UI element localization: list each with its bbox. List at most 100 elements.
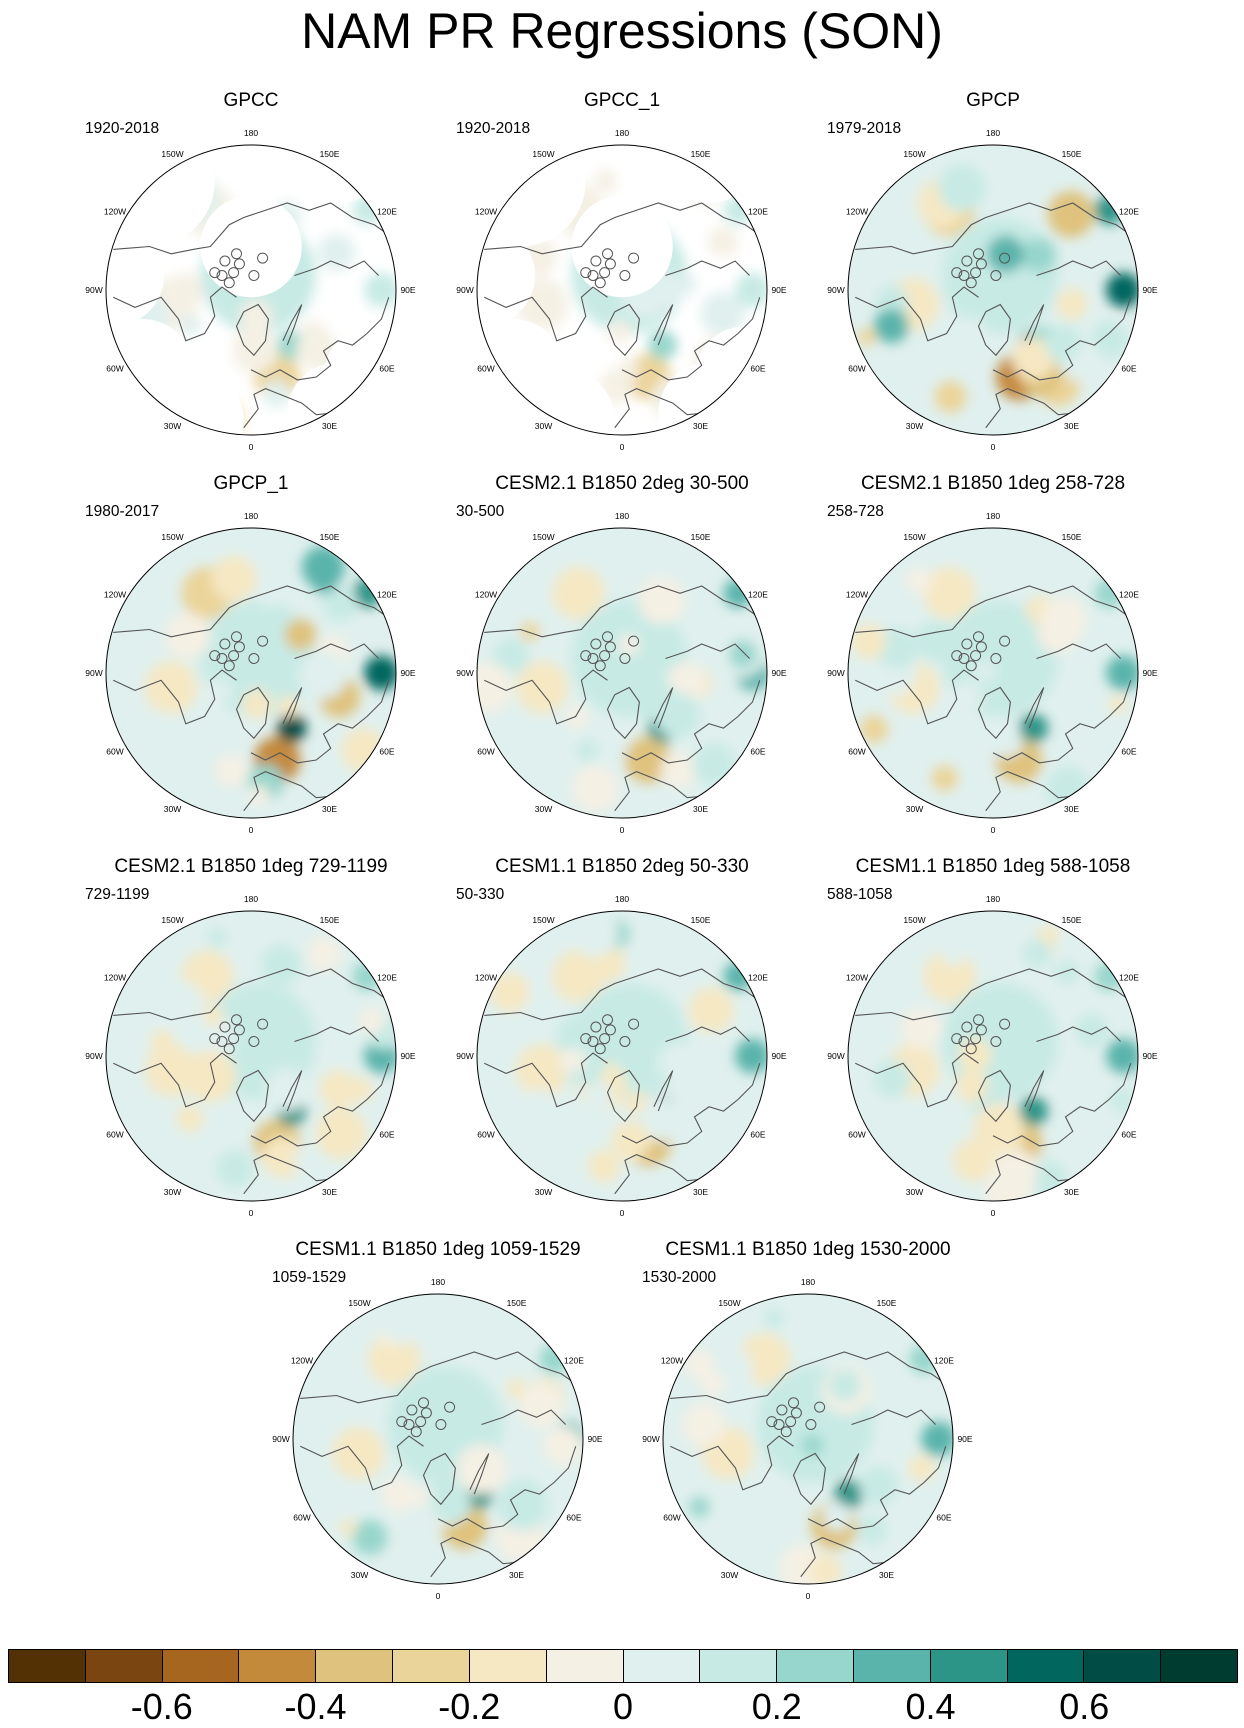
colorbar-swatch [1007,1650,1085,1682]
longitude-label: 180 [801,1277,815,1287]
longitude-label: 60E [1121,364,1136,374]
coastline [606,1069,640,1123]
coastline [1024,1070,1045,1112]
map-border [476,910,768,1202]
field-blob [859,1466,898,1505]
field-blob [572,765,619,812]
longitude-label: 30E [322,1187,337,1197]
coastline [282,687,303,729]
field-blob [990,725,1023,758]
field-blob [952,680,983,712]
coastline [243,770,331,812]
map-panel: 180 150E 120E 90E 60E 30E 0 30W 60W 90W 120W 150W CE… [437,856,807,1246]
field-blob [764,1308,784,1328]
island-outline [970,267,982,279]
island-outline [805,1419,817,1430]
coastline [614,387,702,429]
longitude-label: 60E [1121,747,1136,757]
longitude-label: 90W [456,285,473,295]
longitude-label: 90E [400,1051,415,1061]
field-blob [165,613,211,659]
longitude-label: 120W [104,590,126,600]
polar-map: 180 150E 120E 90E 60E 30E 0 30W 60W 90W 120W 150W [272,1277,603,1601]
regression-field [477,567,767,812]
panel-title: CESM1.1 B1850 1deg 1059-1529 [295,1239,581,1260]
longitude-label: 60E [936,1513,951,1523]
colorbar-swatch [239,1650,317,1682]
colorbar-swatch [700,1650,778,1682]
field-blob [339,1519,358,1537]
panel-title: CESM1.1 B1850 1deg 588-1058 [855,856,1131,877]
island-outline [970,650,982,662]
field-blob [1054,931,1083,960]
longitude-label: 180 [986,128,1000,138]
field-blob [607,320,632,344]
island-outline [975,1024,987,1036]
field-blob [352,1519,388,1555]
coastline [294,260,379,277]
field-blob [1055,960,1079,984]
island-outline [590,638,602,650]
longitude-label: 90E [1142,668,1157,678]
field-blob [684,1349,714,1379]
longitude-label: 60E [750,364,765,374]
island-outline [594,1043,606,1055]
regression-field [857,164,1138,413]
longitude-label: 30W [906,804,923,814]
coastline [670,1435,794,1491]
coastline [235,686,269,740]
colorbar-swatch [930,1650,1008,1682]
field-blob [168,273,204,309]
longitude-label: 30W [164,804,181,814]
longitude-label: 150E [320,149,340,159]
map-panel: 180 150E 120E 90E 60E 30E 0 30W 60W 90W 120W 150W GP… [66,90,436,480]
map-border [847,144,1139,436]
longitude-label: 150W [903,532,925,542]
field-blob [985,1172,1025,1201]
island-outline [228,1033,240,1045]
field-blob [203,1005,224,1027]
longitude-label: 30E [509,1570,524,1580]
field-blob [150,1030,175,1054]
panel-title: CESM2.1 B1850 1deg 729-1199 [114,856,388,877]
island-outline [257,635,269,647]
longitude-label: 180 [615,894,629,904]
island-outline [587,653,599,664]
figure-title: NAM PR Regressions (SON) [301,3,943,59]
island-outline [587,270,599,281]
longitude-label: 150W [161,149,183,159]
island-outline [973,1014,984,1026]
field-blob [489,972,530,1012]
map-border [476,527,768,819]
longitude-label: 60W [477,364,494,374]
longitude-label: 60W [477,747,494,757]
longitude-label: 120E [564,1356,584,1366]
island-outline [773,1419,785,1430]
panel-title: GPCP_1 [213,473,289,494]
field-blob [1047,190,1095,238]
island-outline [231,631,242,643]
field-blob [735,272,767,308]
coastline [653,1070,674,1112]
field-blob [1056,288,1088,320]
coastline [113,585,390,638]
island-outline [594,660,606,672]
coastline [653,304,674,346]
longitude-label: 150E [691,149,711,159]
field-blob [639,1098,683,1142]
field-blob [207,928,227,948]
island-outline [580,1033,592,1045]
panel-title: GPCP [966,90,1020,111]
island-outline [628,635,640,647]
longitude-label: 30E [1064,421,1079,431]
coastline [484,202,761,255]
coastline [807,1446,947,1530]
longitude-label: 150W [161,915,183,925]
island-outline [604,258,616,270]
field-blob [381,1477,417,1513]
longitude-label: 120E [377,590,397,600]
field-blob [618,633,640,656]
field-blob [900,1008,942,1049]
island-outline [999,252,1011,264]
island-outline [604,641,616,653]
